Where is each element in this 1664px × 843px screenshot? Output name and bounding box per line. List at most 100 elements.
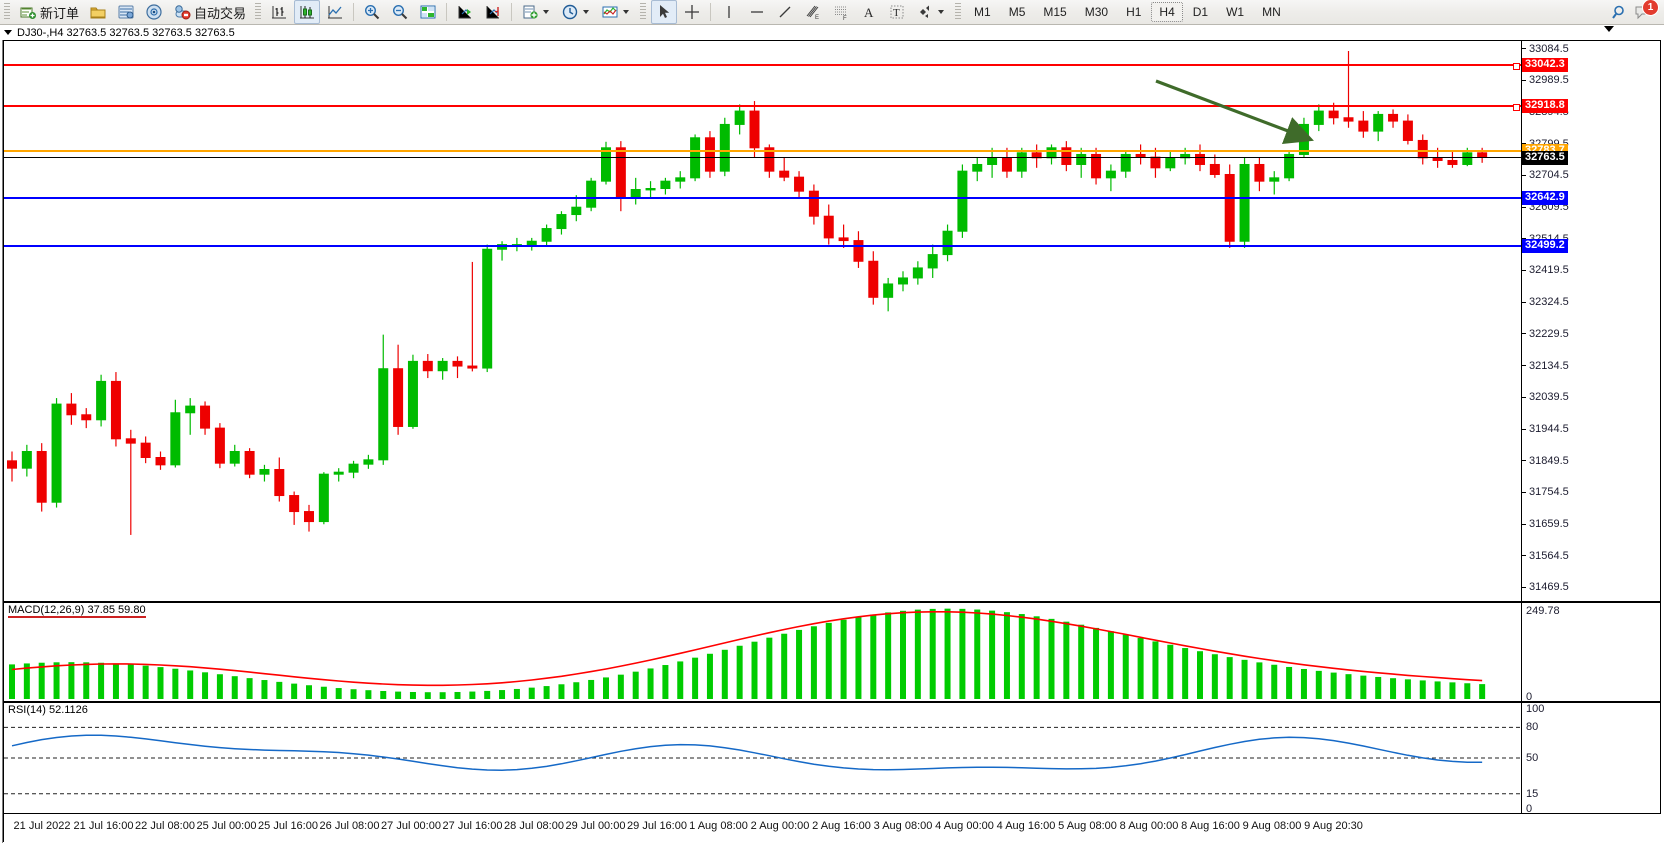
equidistant-channel-button[interactable]: E [800,0,826,24]
price-label-resistance[interactable]: 32918.8 [1522,98,1568,113]
add-indicator-button[interactable] [517,0,555,24]
price-tick: 31944.5 [1522,423,1569,435]
price-tick: 32324.5 [1522,296,1569,308]
toolbar-separator-4 [710,3,712,21]
price-plot-area[interactable] [4,41,1521,601]
level-line-support-1[interactable] [4,196,1521,199]
chart-panes: 33084.532989.532894.532799.532704.532609… [2,40,1662,843]
level-line-last-price[interactable] [4,156,1521,158]
zoom-in-button[interactable] [359,0,385,24]
templates-button[interactable] [597,0,635,24]
crosshair-button[interactable] [679,0,705,24]
time-axis[interactable]: 21 Jul 2022 21 Jul 16:00 22 Jul 08:00 25 Ju… [3,814,1661,842]
vline-button[interactable] [716,0,742,24]
text-label-button[interactable]: T [884,0,910,24]
timeframe-d1[interactable]: D1 [1192,5,1209,19]
tile-windows-button[interactable] [415,0,441,24]
periodicity-caret-icon[interactable] [583,10,590,14]
bar-chart-icon [272,6,287,19]
price-tick: 32134.5 [1522,360,1569,372]
macd-pane[interactable]: MACD(12,26,9) 37.85 59.80 249.78 0 [3,602,1661,703]
macd-series [9,608,1486,699]
timeframe-m1[interactable]: M1 [974,5,991,19]
time-tick-label: 28 Jul 08:00 [504,820,564,832]
bar-chart-button[interactable] [266,0,292,24]
price-tick: 31849.5 [1522,455,1569,467]
chart-shift-icon [486,6,500,19]
timeframe-m5[interactable]: M5 [1008,5,1026,19]
new-order-label: 新订单 [40,5,80,21]
price-tick: 32419.5 [1522,264,1569,277]
rsi-pane[interactable]: RSI(14) 52.1126 100 80 50 15 0 [3,702,1661,815]
alerts-button[interactable]: 1 [1634,0,1659,23]
folder-button[interactable] [85,0,111,24]
timeframe-m15[interactable]: M15 [1043,5,1067,19]
periodicity-icon [562,4,578,20]
rsi-tick: 80 [1526,721,1539,734]
candlestick-chart-button[interactable] [294,0,321,24]
price-label-resistance[interactable]: 33042.3 [1522,57,1568,72]
trendline-icon [779,6,791,18]
macd-plot-area[interactable] [4,603,1521,701]
timeframe-h4[interactable]: H4 [1151,2,1183,22]
price-label-support[interactable]: 32499.2 [1522,238,1568,253]
timeframe-w1[interactable]: W1 [1226,5,1245,19]
navigator-button[interactable] [141,0,167,24]
time-tick-label: 25 Jul 16:00 [258,820,318,832]
rsi-tick: 50 [1526,752,1539,764]
price-pane[interactable]: 33084.532989.532894.532799.532704.532609… [3,40,1661,602]
time-tick-label: 22 Jul 08:00 [135,820,195,832]
timeframe-m30[interactable]: M30 [1084,5,1109,19]
fibonacci-button[interactable]: F [828,0,854,24]
chart-menu-caret-icon[interactable] [4,30,12,35]
toolbar-grip-4[interactable] [955,3,962,21]
cursor-button[interactable] [651,0,678,24]
time-tick-label: 2 Aug 16:00 [812,820,871,832]
timeframe-h1[interactable]: H1 [1126,5,1142,19]
new-order-icon [20,7,36,19]
svg-text:A: A [864,5,874,20]
search-button[interactable] [1607,0,1633,24]
price-label-last-price[interactable]: 32763.5 [1522,150,1568,165]
periodicity-button[interactable] [557,0,595,24]
time-tick-label: 2 Aug 00:00 [750,820,810,832]
add-indicator-caret-icon[interactable] [543,10,550,14]
chart-shift-button[interactable] [480,0,506,24]
time-tick-label: 3 Aug 08:00 [873,820,933,832]
shapes-button[interactable] [912,0,950,24]
toolbar-grip[interactable] [4,3,10,21]
rsi-tick: 15 [1526,787,1539,800]
new-order-button[interactable]: 新订单 [15,0,83,24]
rsi-plot-area[interactable] [4,703,1521,813]
svg-text:T: T [893,7,900,19]
price-axis[interactable]: 33084.532989.532894.532799.532704.532609… [1521,41,1660,601]
zoom-out-button[interactable] [387,0,413,24]
level-line-support-2[interactable] [4,244,1521,247]
level-handle[interactable] [1513,103,1520,111]
level-line-pivot[interactable] [4,149,1521,152]
autotrading-label: 自动交易 [194,5,247,21]
toolbar-grip-3[interactable] [640,3,647,21]
hline-button[interactable] [744,0,770,24]
chart-scroll-caret-icon[interactable] [1604,26,1614,32]
shift-end-button[interactable] [452,0,478,24]
timeframe-mn[interactable]: MN [1262,5,1281,19]
templates-caret-icon[interactable] [623,10,630,14]
trendline-button[interactable] [772,0,798,24]
level-handle[interactable] [1513,62,1520,70]
text-button[interactable]: A [856,0,882,24]
macd-tick: 0 [1526,691,1533,703]
autotrading-button[interactable]: 自动交易 [169,0,250,24]
level-line-resistance-2[interactable] [4,103,1521,111]
line-chart-button[interactable] [322,0,348,24]
rsi-axis: 100 80 50 15 0 [1521,703,1660,815]
level-line-resistance-1[interactable] [4,62,1521,70]
shapes-caret-icon[interactable] [938,10,945,14]
terminal-button[interactable] [113,0,139,24]
price-label-support[interactable]: 32642.9 [1522,190,1568,205]
shift-end-icon [458,6,472,19]
price-tick: 32704.5 [1522,169,1569,181]
time-tick-label: 21 Jul 16:00 [73,820,134,832]
toolbar-grip-2[interactable] [255,3,262,21]
price-tick: 31659.5 [1522,518,1569,530]
